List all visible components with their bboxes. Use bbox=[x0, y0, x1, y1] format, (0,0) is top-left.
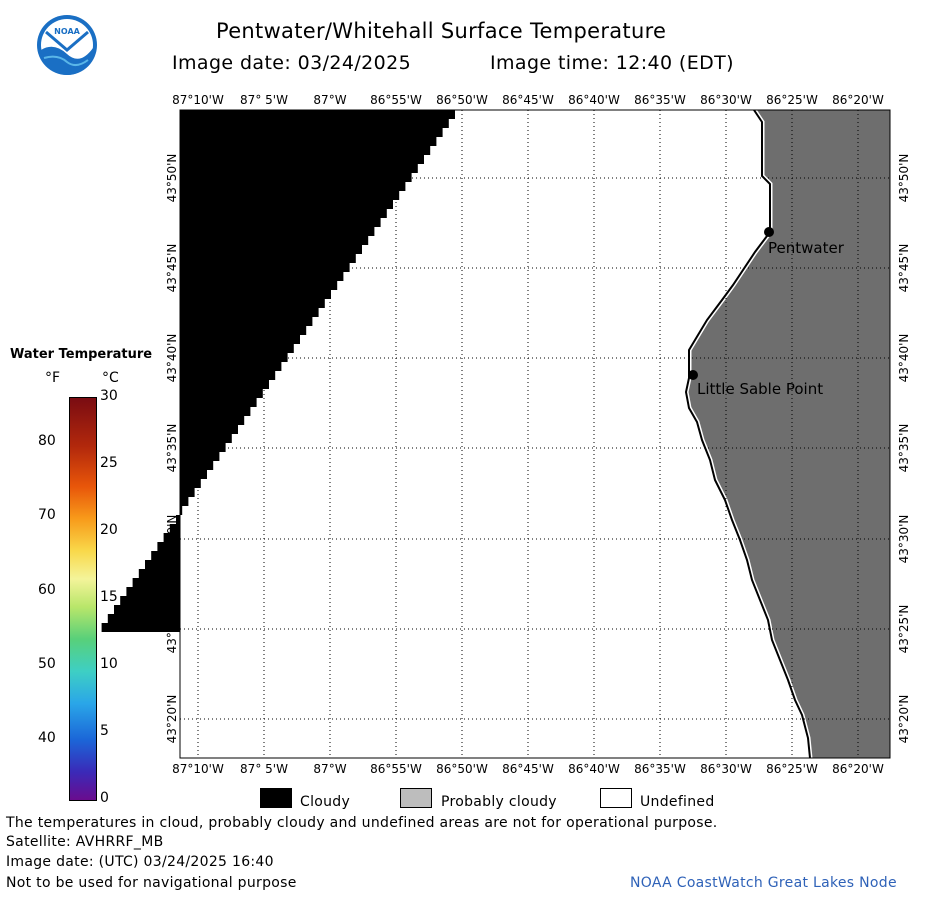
footer-nav-warning: Not to be used for navigational purpose bbox=[6, 875, 297, 891]
lon-label-bottom-6: 86°40'W bbox=[568, 762, 620, 776]
lon-label-top-4: 86°50'W bbox=[436, 93, 488, 107]
lat-label-right-1: 43°45'N bbox=[897, 244, 911, 293]
image-date: Image date: 03/24/2025 bbox=[172, 52, 412, 74]
image-time: Image time: 12:40 (EDT) bbox=[490, 52, 734, 74]
lon-label-bottom-3: 86°55'W bbox=[370, 762, 422, 776]
lon-label-top-7: 86°35'W bbox=[634, 93, 686, 107]
scale-c-label-1: 25 bbox=[100, 455, 118, 471]
map-background bbox=[180, 110, 890, 758]
footer-utc-date: Image date: (UTC) 03/24/2025 16:40 bbox=[6, 854, 274, 870]
lat-label-left-2: 43°40'N bbox=[165, 334, 179, 383]
lat-label-left-4: 43°30'N bbox=[165, 515, 179, 564]
lat-label-right-5: 43°25'N bbox=[897, 605, 911, 654]
scale-f-label-3: 50 bbox=[38, 656, 56, 672]
lon-label-top-10: 86°20'W bbox=[832, 93, 884, 107]
lon-label-bottom-8: 86°30'W bbox=[700, 762, 752, 776]
land-region bbox=[686, 110, 890, 758]
place-marker-1 bbox=[688, 370, 698, 380]
cloud-region bbox=[95, 110, 456, 632]
temperature-color-bar bbox=[69, 397, 97, 801]
lon-label-top-5: 86°45'W bbox=[502, 93, 554, 107]
lat-label-right-0: 43°50'N bbox=[897, 154, 911, 203]
lon-label-bottom-10: 86°20'W bbox=[832, 762, 884, 776]
scale-c-label-6: 0 bbox=[100, 790, 109, 806]
scale-f-label-1: 70 bbox=[38, 507, 56, 524]
lon-label-top-3: 86°55'W bbox=[370, 93, 422, 107]
scale-c-label-2: 20 bbox=[100, 522, 118, 538]
footer-note: The temperatures in cloud, probably clou… bbox=[6, 815, 718, 831]
legend-probably-cloudy-label: Probably cloudy bbox=[441, 794, 557, 810]
lat-label-left-0: 43°50'N bbox=[165, 154, 179, 203]
lon-label-bottom-5: 86°45'W bbox=[502, 762, 554, 776]
scale-c-label-3: 15 bbox=[100, 589, 118, 605]
map-border bbox=[179, 109, 891, 759]
scale-c-label-5: 5 bbox=[100, 723, 109, 739]
page-title: Pentwater/Whitehall Surface Temperature bbox=[216, 19, 667, 43]
place-label-0: Pentwater bbox=[768, 239, 845, 257]
logo-text: NOAA bbox=[54, 27, 80, 36]
lon-label-bottom-4: 86°50'W bbox=[436, 762, 488, 776]
legend-undefined-swatch bbox=[600, 788, 632, 808]
scale-f-label-0: 80 bbox=[38, 432, 56, 449]
lon-label-bottom-7: 86°35'W bbox=[634, 762, 686, 776]
lat-label-left-6: 43°20'N bbox=[165, 695, 179, 744]
lat-label-right-6: 43°20'N bbox=[897, 695, 911, 744]
footer-credit[interactable]: NOAA CoastWatch Great Lakes Node bbox=[630, 875, 897, 891]
scale-c-label-0: 30 bbox=[100, 388, 118, 404]
scale-title: Water Temperature bbox=[10, 347, 153, 362]
lat-label-left-1: 43°45'N bbox=[165, 244, 179, 293]
lat-label-left-3: 43°35'N bbox=[165, 424, 179, 473]
legend-cloudy-label: Cloudy bbox=[300, 794, 351, 810]
place-marker-0 bbox=[764, 227, 774, 237]
footer-satellite: Satellite: AVHRRF_MB bbox=[6, 834, 164, 850]
lat-label-right-4: 43°30'N bbox=[897, 515, 911, 564]
lat-label-left-5: 43°25'N bbox=[165, 605, 179, 654]
lat-label-right-3: 43°35'N bbox=[897, 424, 911, 473]
lat-label-right-2: 43°40'N bbox=[897, 334, 911, 383]
lon-label-bottom-1: 87° 5'W bbox=[240, 762, 288, 776]
lon-label-top-6: 86°40'W bbox=[568, 93, 620, 107]
scale-c-label-4: 10 bbox=[100, 656, 118, 672]
legend-cloudy-swatch bbox=[260, 788, 292, 808]
lon-label-top-2: 87°W bbox=[313, 93, 346, 107]
lon-label-top-9: 86°25'W bbox=[766, 93, 818, 107]
lon-label-top-0: 87°10'W bbox=[172, 93, 224, 107]
legend-probably-cloudy-swatch bbox=[400, 788, 432, 808]
scale-f-label-4: 40 bbox=[38, 730, 56, 747]
lon-label-top-8: 86°30'W bbox=[700, 93, 752, 107]
scale-f-label-2: 60 bbox=[38, 581, 56, 598]
place-label-1: Little Sable Point bbox=[697, 380, 823, 398]
legend-undefined-label: Undefined bbox=[640, 794, 715, 810]
lon-label-bottom-2: 87°W bbox=[313, 762, 346, 776]
lon-label-bottom-0: 87°10'W bbox=[172, 762, 224, 776]
scale-unit-c: °C bbox=[102, 370, 119, 386]
coastline-outline bbox=[683, 108, 813, 759]
coastline bbox=[684, 109, 811, 759]
lon-label-top-1: 87° 5'W bbox=[240, 93, 288, 107]
noaa-logo-icon: NOAA bbox=[37, 15, 97, 76]
lon-label-bottom-9: 86°25'W bbox=[766, 762, 818, 776]
scale-unit-f: °F bbox=[45, 370, 61, 386]
